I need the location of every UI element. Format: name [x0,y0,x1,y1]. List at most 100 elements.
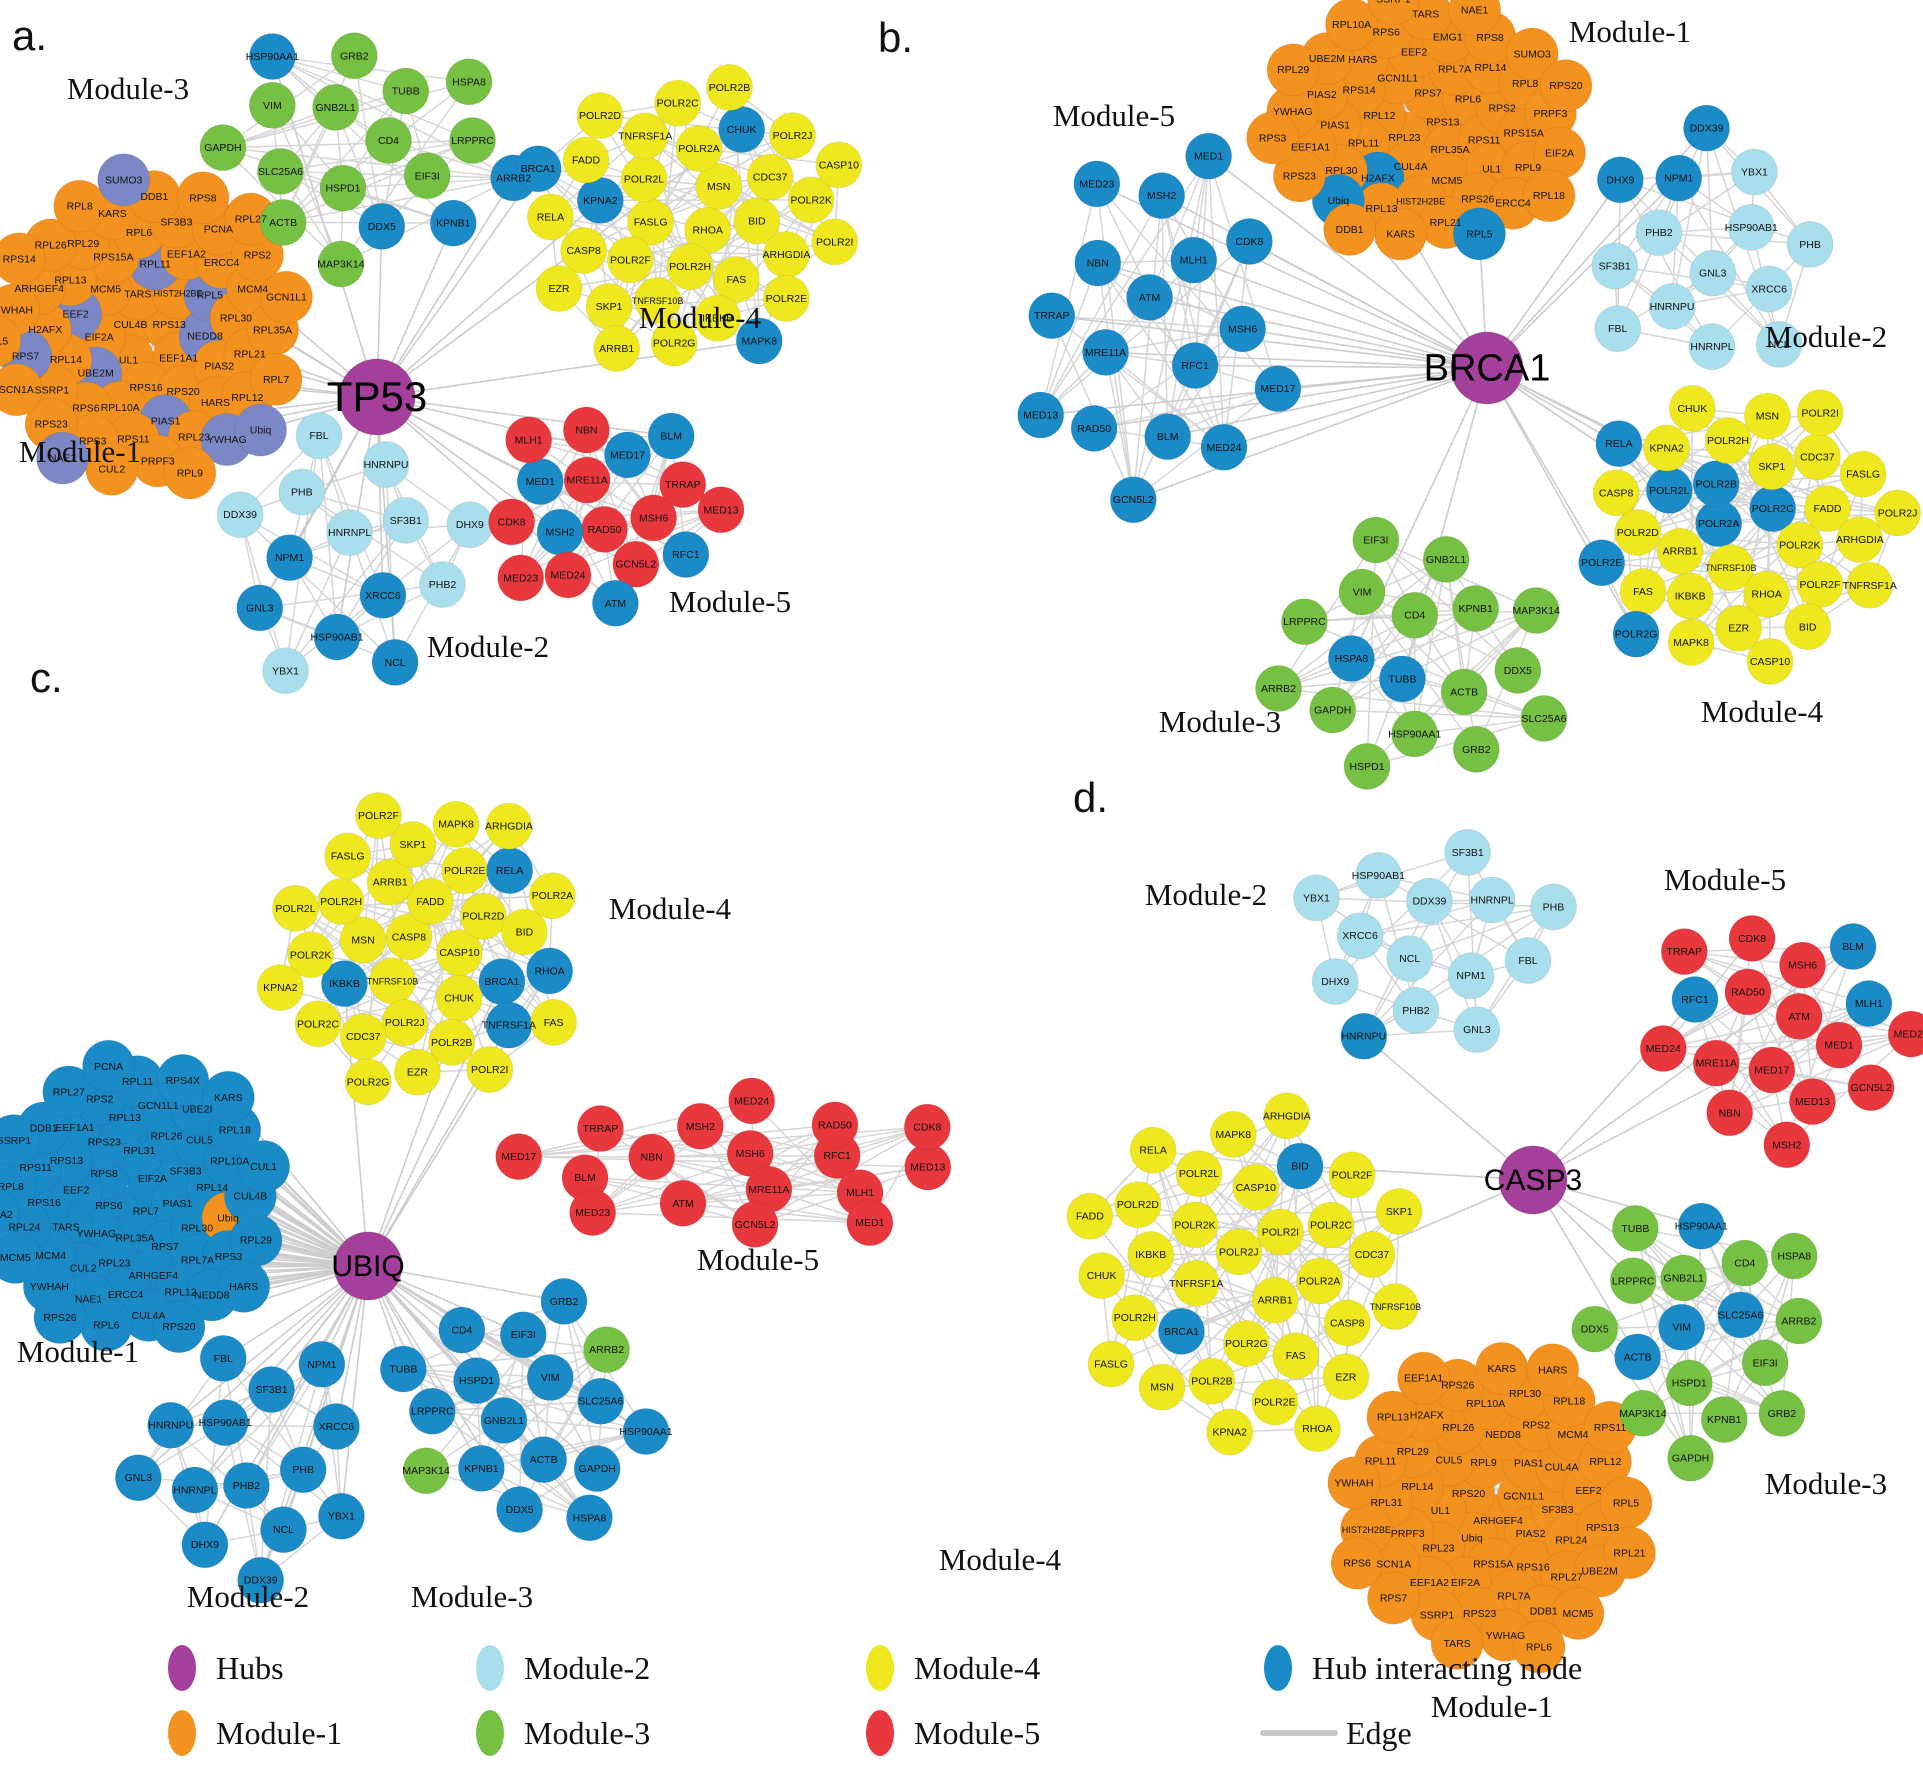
node-hnrnpl[interactable] [326,509,374,557]
node-rela[interactable] [486,847,534,895]
node-tnfrsf1a[interactable] [485,1001,533,1049]
node-ybx1[interactable] [262,647,310,695]
node-rhoa[interactable] [526,947,574,995]
node-blm[interactable] [1829,923,1877,971]
node-kpnb1[interactable] [1452,584,1500,632]
node-phb[interactable] [1529,883,1577,931]
node-phb2[interactable] [1392,986,1440,1034]
node-sf3b1[interactable] [248,1365,296,1413]
node-msn[interactable] [1138,1363,1186,1411]
node-polr2d[interactable] [576,92,624,140]
node-ddx5[interactable] [1571,1305,1619,1353]
node-mlh1[interactable] [1170,236,1218,284]
node-eif3i[interactable] [1352,516,1400,564]
node-hnrnpl[interactable] [171,1466,219,1514]
node-sumo3[interactable] [97,153,151,207]
node-arhgdia[interactable] [762,231,810,279]
node-gnl3[interactable] [114,1454,162,1502]
node-kpna2[interactable] [1643,424,1691,472]
node-hnrnpu[interactable] [147,1401,195,1449]
node-arrb1[interactable] [1656,527,1704,575]
node-gapdh[interactable] [199,124,247,172]
node-ybx1[interactable] [1292,874,1340,922]
node-arrb2[interactable] [1775,1297,1823,1345]
node-med1[interactable] [1815,1021,1863,1069]
node-xrcc6[interactable] [359,571,407,619]
node-atm[interactable] [659,1179,707,1227]
node-gnb2l1[interactable] [312,83,360,131]
node-ssrp1[interactable] [1366,0,1420,26]
node-hsp90aa1[interactable] [1391,710,1439,758]
node-polr2e[interactable] [1251,1378,1299,1426]
node-brca1[interactable] [478,958,526,1006]
node-npm1[interactable] [1447,952,1495,1000]
node-polr2e[interactable] [762,274,810,322]
node-rfc1[interactable] [1171,341,1219,389]
node-ddx5[interactable] [496,1486,544,1534]
node-xrcc6[interactable] [1745,265,1793,313]
hub-ubiq[interactable] [333,1231,403,1301]
node-gapdh[interactable] [1667,1434,1715,1482]
node-npm1[interactable] [298,1340,346,1388]
node-ikbkb[interactable] [320,960,368,1008]
node-med17[interactable] [1254,365,1302,413]
node-polr2a[interactable] [528,872,576,920]
node-gnl3[interactable] [236,584,284,632]
node-rad50[interactable] [1724,968,1772,1016]
node-map3k14[interactable] [1619,1389,1667,1437]
node-cdk8[interactable] [488,498,536,546]
node-kpnb1[interactable] [429,199,477,247]
node-brca1[interactable] [1157,1307,1205,1355]
node-rps4x[interactable] [156,1053,210,1107]
node-rpl29[interactable] [1266,43,1320,97]
node-rad50[interactable] [1070,404,1118,452]
node-gcn5l2[interactable] [731,1200,779,1248]
node-grb2[interactable] [1452,725,1500,773]
node-ikbkb[interactable] [1666,572,1714,620]
node-rpl27[interactable] [42,1065,96,1119]
node-ikbkb[interactable] [694,294,742,342]
node-phb2[interactable] [418,560,466,608]
node-chuk[interactable] [1078,1252,1126,1300]
node-rfc1[interactable] [1671,975,1719,1023]
node-ezr[interactable] [393,1048,441,1096]
node-trrap[interactable] [576,1105,624,1153]
node-polr2j[interactable] [381,999,429,1047]
node-phb[interactable] [278,468,326,516]
node-mapk8[interactable] [1209,1110,1257,1158]
node-gnl3[interactable] [1689,249,1737,297]
node-med13[interactable] [1788,1078,1836,1126]
node-casp10[interactable] [815,141,863,189]
node-gnb2l1[interactable] [480,1396,528,1444]
node-dhx9[interactable] [446,501,494,549]
node-faslg[interactable] [1087,1340,1135,1388]
node-lrpprc[interactable] [449,116,497,164]
hub-casp3[interactable] [1498,1145,1568,1215]
node-casp8[interactable] [560,226,608,274]
node-grb2[interactable] [330,32,378,80]
node-grb2[interactable] [540,1277,588,1325]
node-msn[interactable] [339,916,387,964]
node-mre11a[interactable] [1692,1039,1740,1087]
node-blm[interactable] [1144,413,1192,461]
node-eif3i[interactable] [499,1311,547,1359]
node-vim[interactable] [248,81,296,129]
node-tnfrsf10b[interactable] [634,276,682,324]
node-polr2a[interactable] [1296,1257,1344,1305]
node-rpl8[interactable] [53,179,107,233]
node-polr2f[interactable] [1328,1151,1376,1199]
node-arhgdia[interactable] [1836,516,1884,564]
node-fadd[interactable] [406,877,454,925]
node-atm[interactable] [1126,273,1174,321]
node-cdc37[interactable] [339,1013,387,1061]
node-tnfrsf1a[interactable] [1846,561,1894,609]
node-phb2[interactable] [1635,209,1683,257]
node-rpl29[interactable] [229,1213,283,1267]
node-actb[interactable] [520,1436,568,1484]
node-rad50[interactable] [581,505,629,553]
node-eif3i[interactable] [403,152,451,200]
node-trrap[interactable] [1660,928,1708,976]
node-map3k14[interactable] [402,1447,450,1495]
node-rpl18[interactable] [1522,169,1576,223]
node-tars[interactable] [1430,1616,1484,1670]
